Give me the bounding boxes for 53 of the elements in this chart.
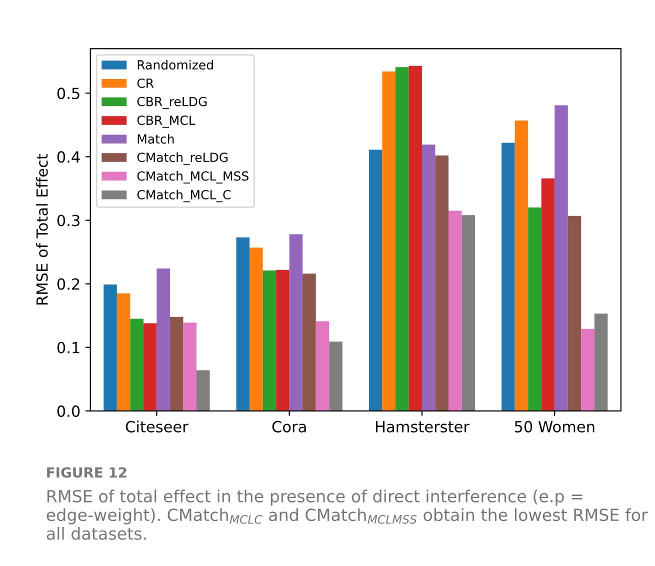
y-tick-label: 0.5	[57, 88, 80, 100]
bar	[289, 234, 303, 411]
legend-label: CMatch_MCL_MSS	[137, 171, 248, 184]
bar	[395, 67, 409, 411]
bar	[183, 322, 196, 411]
bar	[568, 216, 582, 411]
bar	[276, 270, 290, 411]
bar	[236, 237, 250, 411]
legend-label: CMatch_MCL_C	[137, 190, 231, 202]
legend-label: Randomized	[138, 60, 213, 70]
bar	[156, 268, 170, 411]
bar	[502, 142, 515, 411]
bar	[250, 248, 263, 411]
bar	[368, 150, 382, 411]
caption: FIGURE 12	[47, 467, 126, 478]
bar	[541, 178, 555, 411]
bar	[116, 293, 130, 411]
y-tick-label: 0.2	[57, 278, 80, 290]
y-tick-label: 0.0	[57, 405, 80, 417]
y-tick-label: 0.4	[57, 151, 80, 163]
bar	[170, 316, 184, 411]
legend-label: Match	[138, 134, 174, 144]
x-tick-label: 50 Women	[514, 420, 594, 432]
bar	[329, 342, 342, 411]
bar	[382, 72, 396, 411]
bar	[196, 370, 210, 411]
x-tick-label: Citeseer	[126, 420, 188, 432]
bar	[554, 105, 568, 411]
bar	[594, 314, 608, 411]
bar	[104, 284, 117, 411]
x-tick-label: Cora	[272, 420, 306, 432]
bar	[130, 318, 144, 411]
bar	[408, 66, 422, 411]
legend-label: CMatch_reLDG	[137, 152, 228, 165]
bar	[302, 274, 316, 411]
bar	[462, 215, 476, 411]
y-tick-label: 0.3	[57, 214, 80, 226]
bar	[143, 323, 157, 411]
y-tick-label: 0.1	[57, 342, 80, 354]
y-axis-title: RMSE of Total Effect	[36, 154, 48, 304]
bar	[316, 321, 330, 411]
bar	[514, 120, 528, 411]
bar	[448, 210, 462, 411]
legend-label: CBR_reLDG	[137, 96, 207, 110]
text: RMSE of total effect in the presence of direct interference (e.p = edge-weight). CMatch$_{MCLC}$ and CMatch$_{MCLMSS}$ obtain the lowest RMSE for all datasets.	[46, 490, 648, 540]
legend-label: CR	[137, 78, 154, 88]
bar	[262, 270, 276, 411]
bar	[528, 208, 542, 411]
legend-label: CBR_MCL	[137, 116, 196, 128]
bar	[435, 155, 449, 411]
bar	[581, 328, 594, 411]
x-tick-label: Hamsterster	[376, 421, 470, 432]
bar	[422, 144, 436, 411]
